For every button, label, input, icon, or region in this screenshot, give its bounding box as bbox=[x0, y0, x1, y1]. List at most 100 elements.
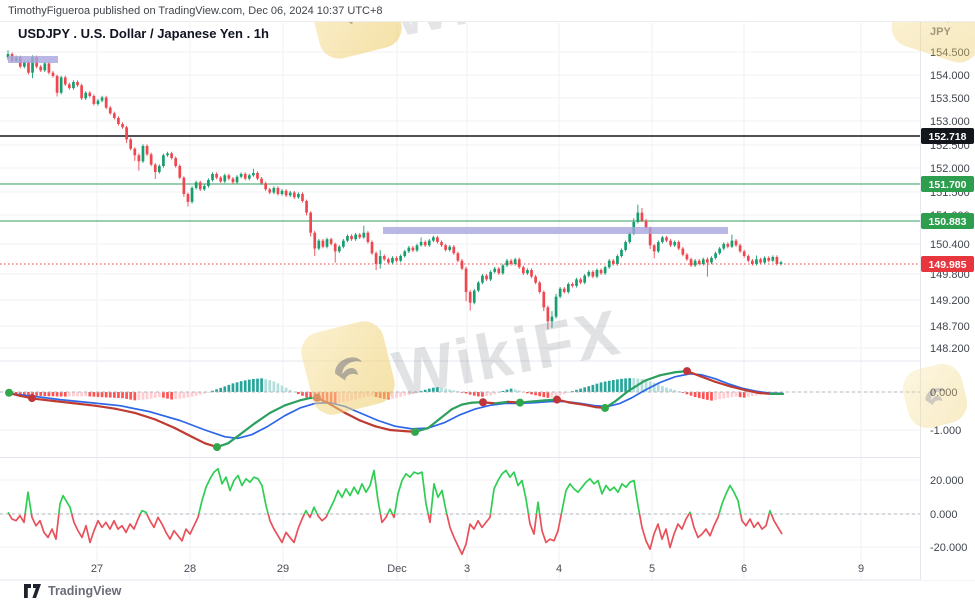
candle-body bbox=[542, 291, 546, 308]
oscillator-segment bbox=[770, 513, 783, 535]
candle-body bbox=[477, 282, 480, 291]
histogram-bar bbox=[448, 389, 452, 392]
macd-sell-dot bbox=[683, 367, 691, 376]
histogram-bar bbox=[411, 392, 415, 394]
candle-body bbox=[149, 154, 153, 165]
macd-line-segment bbox=[530, 399, 547, 403]
histogram-bar bbox=[342, 392, 345, 403]
histogram-bar bbox=[419, 390, 423, 392]
candle-body bbox=[718, 248, 722, 254]
histogram-bar bbox=[562, 392, 566, 395]
price-badge bbox=[921, 213, 974, 229]
oscillator-segment bbox=[689, 513, 720, 539]
candle-body bbox=[317, 240, 321, 249]
histogram-bar bbox=[436, 387, 439, 392]
candle-body bbox=[305, 200, 308, 213]
candle-body bbox=[636, 212, 640, 222]
histogram-bar bbox=[194, 392, 198, 396]
time-axis-label: 29 bbox=[277, 563, 289, 575]
histogram-bar bbox=[92, 392, 96, 397]
oscillator-segment bbox=[58, 494, 73, 515]
histogram-bar bbox=[640, 379, 644, 392]
candle-body bbox=[722, 243, 726, 249]
macd-line-segment bbox=[113, 407, 137, 414]
histogram-bar bbox=[55, 392, 59, 397]
macd-line-segment bbox=[268, 404, 287, 414]
candle-body bbox=[489, 271, 492, 280]
purple-zone-box[interactable] bbox=[383, 227, 728, 234]
histogram-bar bbox=[239, 381, 243, 392]
purple-zone-box[interactable] bbox=[8, 56, 58, 63]
histogram-bar bbox=[288, 389, 292, 392]
histogram-bar bbox=[297, 392, 300, 395]
candle-body bbox=[366, 232, 370, 243]
histogram-bar bbox=[517, 390, 521, 392]
histogram-bar bbox=[583, 387, 587, 392]
macd-line-segment bbox=[438, 408, 454, 420]
candle-body bbox=[117, 117, 120, 125]
histogram-bar bbox=[264, 379, 268, 392]
candle-body bbox=[701, 259, 705, 264]
histogram-bar bbox=[382, 392, 386, 399]
histogram-bar bbox=[550, 392, 554, 398]
histogram-bar bbox=[611, 380, 615, 392]
candle-body bbox=[673, 242, 677, 246]
macd-line-segment bbox=[626, 379, 647, 393]
histogram-bar bbox=[452, 390, 456, 392]
candle-body bbox=[669, 240, 672, 246]
histogram-bar bbox=[166, 392, 169, 399]
candle-body bbox=[108, 107, 112, 114]
histogram-bar bbox=[235, 382, 239, 392]
panel-separators bbox=[0, 360, 975, 581]
oscillator-segment bbox=[638, 513, 690, 551]
macd-line-segment bbox=[450, 403, 464, 411]
candle-body bbox=[681, 248, 685, 255]
histogram-bar bbox=[80, 392, 83, 397]
macd-line-segment bbox=[238, 422, 257, 436]
candle-body bbox=[763, 257, 766, 263]
macd-line-segment bbox=[613, 390, 630, 403]
tradingview-attribution[interactable]: TradingView bbox=[24, 584, 121, 598]
histogram-bar bbox=[444, 388, 447, 392]
histogram-bar bbox=[587, 386, 591, 392]
signal-line bbox=[7, 372, 784, 440]
macd-buy-dot bbox=[5, 388, 13, 397]
candle-body bbox=[460, 260, 464, 269]
price-axis-label: 153.000 bbox=[930, 116, 970, 128]
candle-body bbox=[186, 193, 190, 202]
candle-body bbox=[611, 260, 615, 264]
candle-body bbox=[509, 260, 513, 264]
price-axis-drag-area[interactable] bbox=[921, 23, 975, 580]
candle-body bbox=[652, 245, 656, 252]
histogram-bar bbox=[346, 392, 349, 402]
histogram-bar bbox=[624, 378, 627, 392]
price-badge bbox=[921, 128, 974, 144]
candle-body bbox=[88, 92, 92, 97]
histogram-bar bbox=[620, 378, 623, 392]
candle-body bbox=[301, 193, 304, 201]
candle-body bbox=[378, 256, 382, 264]
candle-body bbox=[43, 63, 47, 71]
histogram-bar bbox=[513, 389, 517, 392]
price-axis-label: 149.200 bbox=[930, 295, 970, 307]
price-axis-label: 0.000 bbox=[930, 387, 958, 399]
candle-body bbox=[566, 284, 570, 292]
price-axis: JPY154.500154.000153.500153.000152.50015… bbox=[920, 22, 975, 580]
histogram-bar bbox=[710, 392, 713, 401]
candle-body bbox=[571, 284, 574, 286]
candle-body bbox=[644, 220, 648, 229]
oscillator-segment bbox=[688, 511, 692, 515]
oscillator-segment bbox=[386, 508, 394, 515]
time-axis-drag-area[interactable] bbox=[0, 562, 920, 580]
candle-body bbox=[211, 173, 214, 180]
candle-body bbox=[415, 245, 419, 251]
candle-body bbox=[546, 307, 550, 322]
histogram-bar bbox=[689, 392, 693, 396]
oscillator-segment bbox=[267, 513, 306, 544]
candle-body bbox=[767, 257, 771, 261]
macd-buy-dot bbox=[213, 443, 221, 452]
candle-body bbox=[665, 237, 668, 241]
time-axis-label: Dec bbox=[387, 563, 407, 575]
candle-body bbox=[354, 234, 357, 240]
